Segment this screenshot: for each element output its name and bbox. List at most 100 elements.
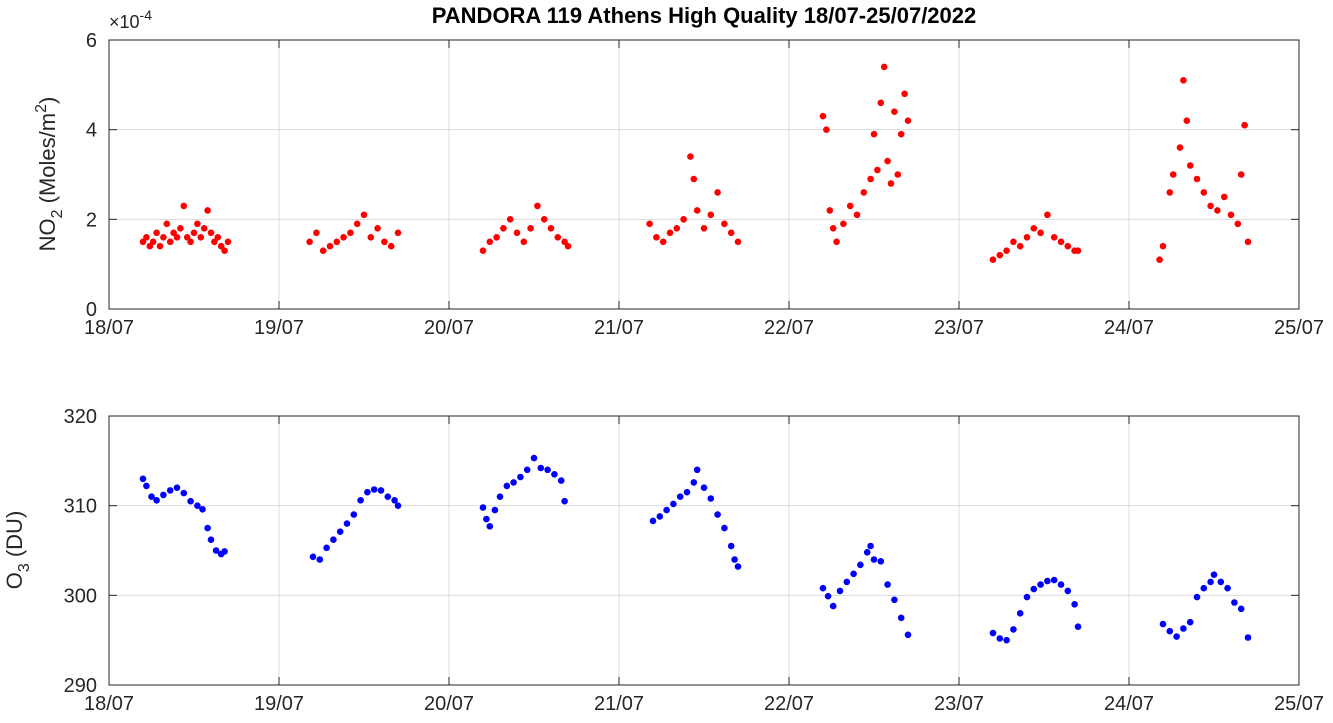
data-point [1074, 623, 1082, 630]
data-point [153, 229, 160, 237]
data-point [884, 581, 891, 588]
chart-title: PANDORA 119 Athens High Quality 18/07-25… [432, 3, 977, 28]
data-point [673, 225, 681, 232]
data-point [190, 229, 198, 237]
data-point [836, 587, 844, 595]
data-point [160, 234, 167, 241]
data-point [1169, 171, 1177, 178]
data-point [212, 547, 220, 554]
data-point [891, 596, 898, 604]
data-point [377, 487, 385, 494]
data-point [143, 482, 150, 490]
data-point [199, 506, 206, 513]
data-point [486, 238, 494, 246]
data-point [1207, 202, 1214, 210]
data-point [180, 202, 188, 210]
y-tick-label: 320 [64, 406, 97, 428]
data-point [1176, 144, 1184, 151]
axes-frame [108, 39, 1300, 310]
data-point [323, 544, 330, 552]
data-point [1183, 117, 1191, 124]
data-point [564, 242, 572, 250]
y-tick-label: 0 [86, 299, 97, 321]
data-point [211, 238, 218, 246]
data-point [177, 225, 184, 232]
data-point [316, 556, 324, 563]
data-point [500, 225, 507, 232]
data-point [819, 112, 827, 120]
data-point [333, 238, 341, 246]
data-point [336, 528, 344, 535]
data-point [860, 189, 868, 196]
data-point [700, 484, 708, 492]
data-point [850, 570, 857, 578]
data-point [870, 556, 878, 563]
data-point [486, 523, 494, 530]
data-point [1156, 256, 1163, 264]
data-point [897, 130, 905, 138]
data-point [727, 542, 735, 550]
x-tick-label: 19/07 [254, 693, 304, 715]
x-tick-label: 21/07 [594, 317, 644, 339]
data-point [530, 454, 538, 462]
data-point [360, 211, 368, 219]
data-point [857, 561, 864, 569]
data-point [350, 511, 358, 518]
data-point [870, 130, 878, 138]
data-point [153, 497, 160, 504]
data-point [1186, 162, 1194, 169]
data-point [319, 247, 327, 254]
x-tick-label: 19/07 [254, 317, 304, 339]
data-point [1241, 121, 1248, 129]
data-point [1074, 247, 1082, 254]
data-point [187, 238, 194, 246]
data-point [1057, 581, 1065, 588]
data-point [180, 489, 188, 497]
data-point [384, 493, 392, 501]
data-point [326, 242, 334, 250]
data-point [394, 502, 402, 510]
data-point [148, 493, 155, 501]
data-point [214, 234, 222, 241]
data-point [649, 517, 657, 525]
data-point [1023, 593, 1031, 601]
data-point [139, 238, 147, 246]
data-point [496, 493, 504, 501]
data-point [1207, 578, 1214, 586]
data-point [989, 256, 997, 264]
data-point [829, 602, 837, 610]
data-point [357, 497, 364, 504]
data-point [170, 229, 177, 237]
data-point [1217, 578, 1225, 586]
data-point [391, 497, 398, 504]
data-point [340, 234, 347, 241]
data-point [163, 220, 171, 228]
data-point [194, 220, 201, 228]
data-point [347, 229, 354, 237]
data-point [204, 207, 211, 214]
y-tick-label: 2 [86, 209, 97, 231]
data-point [1244, 634, 1252, 641]
x-tick-label: 20/07 [424, 693, 474, 715]
data-point [149, 238, 157, 246]
data-point [1200, 189, 1208, 196]
data-point [1003, 636, 1010, 644]
data-point [194, 502, 201, 510]
data-point [493, 234, 500, 241]
data-point [653, 234, 660, 241]
data-point [1003, 247, 1010, 254]
data-point [840, 220, 847, 228]
data-point [874, 166, 881, 174]
data-point [156, 242, 164, 250]
data-point [707, 211, 715, 219]
data-point [693, 207, 701, 214]
data-point [1037, 581, 1044, 588]
data-point [894, 171, 902, 178]
data-point [479, 247, 487, 254]
data-point [503, 482, 511, 490]
data-point [1030, 225, 1038, 232]
data-point [183, 234, 191, 241]
data-point [306, 238, 313, 246]
data-point [1227, 211, 1235, 219]
data-point [479, 504, 487, 511]
